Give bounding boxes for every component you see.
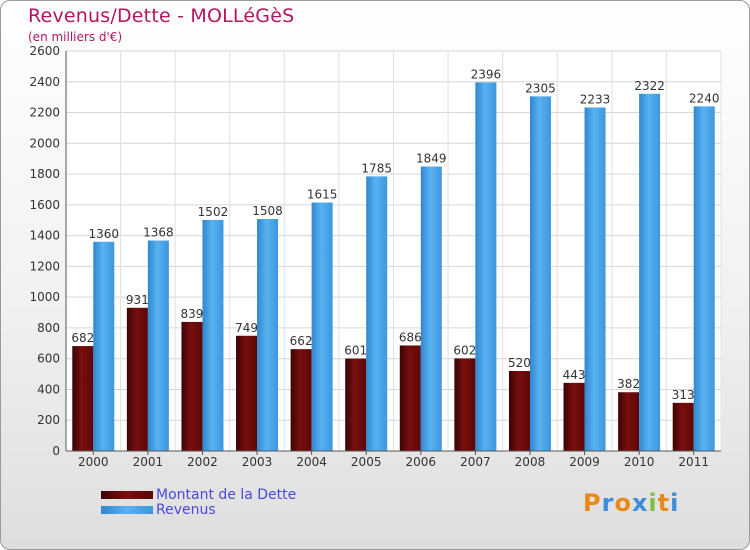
value-label-debt: 602 xyxy=(453,343,476,357)
value-label-debt: 686 xyxy=(399,330,422,344)
x-tick-label: 2009 xyxy=(569,455,600,469)
x-tick-label: 2003 xyxy=(242,455,273,469)
value-label-debt: 382 xyxy=(617,377,640,391)
bar-revenus xyxy=(529,96,551,451)
chart-subtitle: (en milliers d'€) xyxy=(28,30,123,44)
value-label-revenus: 2396 xyxy=(471,67,502,81)
value-label-revenus: 1360 xyxy=(89,227,120,241)
bar-debt xyxy=(563,382,585,451)
bar-revenus xyxy=(202,219,224,451)
legend: Montant de la Dette Revenus xyxy=(101,486,297,518)
x-tick-label: 2005 xyxy=(351,455,382,469)
y-tick-label: 2000 xyxy=(29,136,60,150)
logo-letter: i xyxy=(670,489,680,517)
value-label-debt: 749 xyxy=(235,321,258,335)
x-tick-label: 2006 xyxy=(406,455,437,469)
value-label-debt: 313 xyxy=(672,388,695,402)
y-tick-label: 2200 xyxy=(29,106,60,120)
proxiti-logo: Proxiti xyxy=(583,489,679,517)
value-label-revenus: 2322 xyxy=(634,79,665,93)
y-tick-label: 1600 xyxy=(29,198,60,212)
y-tick-label: 1800 xyxy=(29,167,60,181)
bar-revenus xyxy=(93,241,115,451)
y-tick-label: 1000 xyxy=(29,290,60,304)
logo-letter: P xyxy=(583,489,602,517)
x-tick-label: 2002 xyxy=(187,455,218,469)
bar-debt xyxy=(672,402,694,451)
x-tick-label: 2004 xyxy=(296,455,327,469)
bar-revenus xyxy=(311,202,333,451)
bar-revenus xyxy=(475,82,497,451)
y-tick-label: 2400 xyxy=(29,75,60,89)
legend-label-debt: Montant de la Dette xyxy=(156,486,297,503)
bar-debt xyxy=(345,358,367,451)
logo-letter: r xyxy=(601,489,615,517)
bar-debt xyxy=(236,335,258,451)
legend-label-revenus: Revenus xyxy=(156,501,216,518)
value-label-debt: 662 xyxy=(290,334,313,348)
bar-debt xyxy=(126,307,148,451)
value-label-debt: 931 xyxy=(126,293,149,307)
value-label-revenus: 1615 xyxy=(307,188,338,202)
value-label-revenus: 2233 xyxy=(580,92,611,106)
bar-revenus xyxy=(366,176,388,451)
value-label-debt: 601 xyxy=(344,344,367,358)
value-label-debt: 682 xyxy=(71,331,94,345)
bar-revenus xyxy=(693,106,715,451)
x-tick-label: 2010 xyxy=(624,455,655,469)
y-tick-label: 0 xyxy=(52,444,60,458)
y-tick-label: 400 xyxy=(37,382,60,396)
bar-debt xyxy=(618,392,640,451)
value-label-debt: 443 xyxy=(563,368,586,382)
bar-debt xyxy=(508,371,530,451)
legend-item-debt: Montant de la Dette xyxy=(101,486,297,503)
value-label-revenus: 1368 xyxy=(143,226,174,240)
value-label-revenus: 2305 xyxy=(525,81,556,95)
y-tick-label: 1200 xyxy=(29,259,60,273)
bar-debt xyxy=(399,345,421,451)
bar-revenus xyxy=(639,93,661,452)
bar-debt xyxy=(72,346,94,451)
bar-debt xyxy=(454,358,476,451)
legend-swatch-revenus xyxy=(101,505,153,514)
x-tick-label: 2011 xyxy=(678,455,709,469)
value-label-debt: 839 xyxy=(181,307,204,321)
y-tick-label: 1400 xyxy=(29,229,60,243)
y-tick-label: 200 xyxy=(37,413,60,427)
value-label-revenus: 2240 xyxy=(689,91,720,105)
y-tick-label: 800 xyxy=(37,321,60,335)
bar-revenus xyxy=(420,166,442,452)
chart-title: Revenus/Dette - MOLLéGèS xyxy=(28,5,295,27)
bar-debt xyxy=(290,349,312,451)
value-label-revenus: 1502 xyxy=(198,205,229,219)
value-label-debt: 520 xyxy=(508,356,531,370)
bar-revenus xyxy=(147,240,169,451)
value-label-revenus: 1785 xyxy=(361,161,392,175)
logo-letter: x xyxy=(631,489,649,517)
value-label-revenus: 1849 xyxy=(416,152,447,166)
x-tick-label: 2007 xyxy=(460,455,491,469)
logo-letter: o xyxy=(614,489,632,517)
logo-letter: i xyxy=(648,489,658,517)
legend-item-revenus: Revenus xyxy=(101,501,296,518)
bar-debt xyxy=(181,321,203,451)
y-tick-label: 2600 xyxy=(29,44,60,58)
bar-revenus xyxy=(257,219,279,451)
x-tick-label: 2001 xyxy=(133,455,164,469)
x-tick-label: 2008 xyxy=(515,455,546,469)
x-tick-label: 2000 xyxy=(78,455,109,469)
y-tick-label: 600 xyxy=(37,352,60,366)
value-label-revenus: 1508 xyxy=(252,204,283,218)
bar-revenus xyxy=(584,107,606,451)
legend-swatch-debt xyxy=(101,490,153,499)
logo-letter: t xyxy=(657,489,671,517)
